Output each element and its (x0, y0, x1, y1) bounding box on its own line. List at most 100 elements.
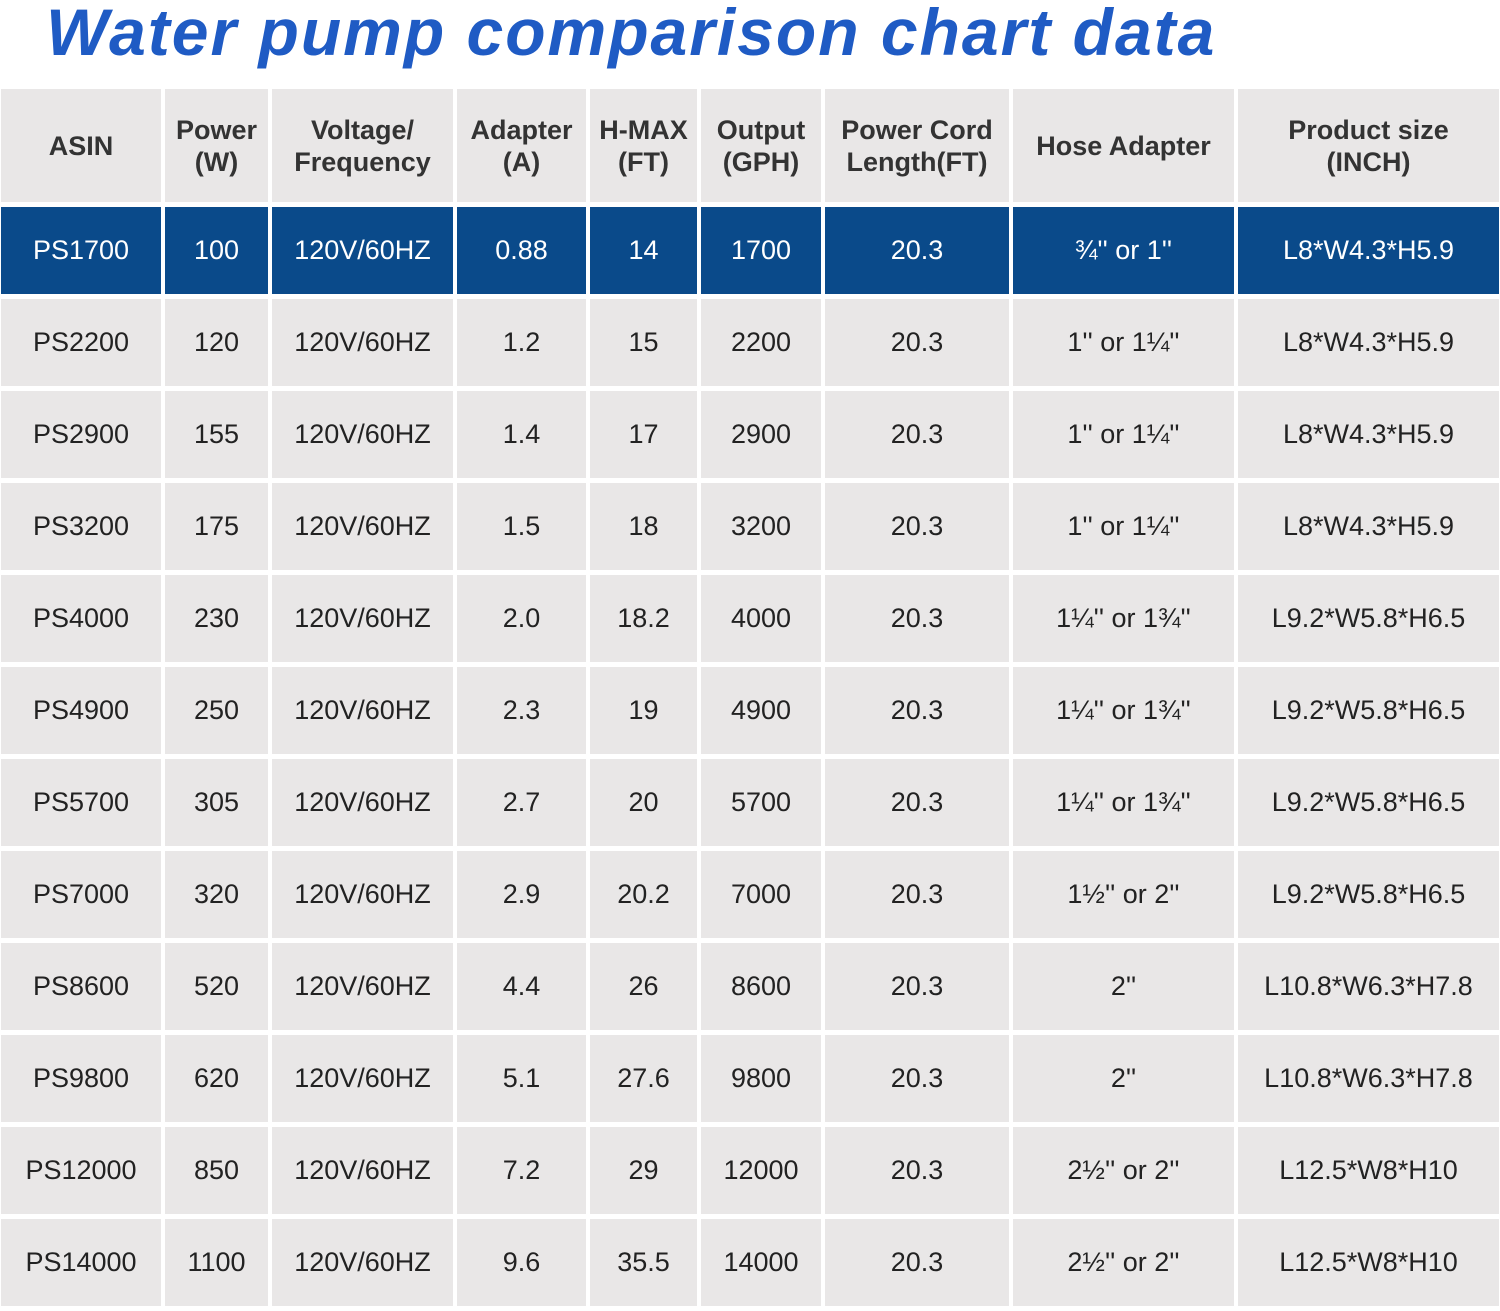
table-cell: 9.6 (457, 1219, 586, 1306)
table-cell: L12.5*W8*H10 (1238, 1219, 1499, 1306)
table-cell: 17 (590, 391, 697, 478)
table-cell: L8*W4.3*H5.9 (1238, 207, 1499, 294)
header-cell: Voltage/ Frequency (272, 89, 453, 202)
table-cell: 3200 (701, 483, 821, 570)
table-cell: 250 (165, 667, 268, 754)
table-cell: 1.5 (457, 483, 586, 570)
table-cell: PS12000 (1, 1127, 161, 1214)
table-cell: 120V/60HZ (272, 1127, 453, 1214)
table-cell: 20.3 (825, 759, 1009, 846)
table-cell: 120V/60HZ (272, 299, 453, 386)
table-cell: 2.7 (457, 759, 586, 846)
table-cell: 230 (165, 575, 268, 662)
table-cell: L9.2*W5.8*H6.5 (1238, 667, 1499, 754)
table-cell: 29 (590, 1127, 697, 1214)
table-cell: PS14000 (1, 1219, 161, 1306)
table-cell: 2.3 (457, 667, 586, 754)
header-cell: Power (W) (165, 89, 268, 202)
table-cell: L10.8*W6.3*H7.8 (1238, 943, 1499, 1030)
table-cell: PS8600 (1, 943, 161, 1030)
table-cell: 2'' (1013, 943, 1234, 1030)
table-cell: 20.3 (825, 483, 1009, 570)
table-cell: 4.4 (457, 943, 586, 1030)
header-cell: Hose Adapter (1013, 89, 1234, 202)
table-cell: 1.2 (457, 299, 586, 386)
table-cell: 7.2 (457, 1127, 586, 1214)
table-cell: 14 (590, 207, 697, 294)
table-cell: 1¼'' or 1¾'' (1013, 759, 1234, 846)
table-cell: 20.3 (825, 207, 1009, 294)
table-cell: 120V/60HZ (272, 1219, 453, 1306)
table-cell: 120V/60HZ (272, 391, 453, 478)
table-cell: 20 (590, 759, 697, 846)
table-cell: 120V/60HZ (272, 1035, 453, 1122)
table-cell: 1¼'' or 1¾'' (1013, 667, 1234, 754)
table-cell: 18.2 (590, 575, 697, 662)
table-cell: 155 (165, 391, 268, 478)
header-cell: ASIN (1, 89, 161, 202)
table-cell: L8*W4.3*H5.9 (1238, 483, 1499, 570)
table-cell: 35.5 (590, 1219, 697, 1306)
table-cell: L10.8*W6.3*H7.8 (1238, 1035, 1499, 1122)
table-cell: 2200 (701, 299, 821, 386)
table-cell: L9.2*W5.8*H6.5 (1238, 575, 1499, 662)
table-cell: 19 (590, 667, 697, 754)
table-cell: 15 (590, 299, 697, 386)
table-cell: 2½'' or 2'' (1013, 1219, 1234, 1306)
table-cell: PS3200 (1, 483, 161, 570)
table-cell: 5700 (701, 759, 821, 846)
table-cell: 20.3 (825, 943, 1009, 1030)
table-cell: 8600 (701, 943, 821, 1030)
header-cell: H-MAX (FT) (590, 89, 697, 202)
table-cell: 120V/60HZ (272, 759, 453, 846)
table-cell: ¾'' or 1'' (1013, 207, 1234, 294)
table-cell: 1'' or 1¼'' (1013, 483, 1234, 570)
table-cell: 1'' or 1¼'' (1013, 391, 1234, 478)
table-cell: 20.3 (825, 667, 1009, 754)
table-cell: 20.3 (825, 575, 1009, 662)
title: Water pump comparison chart data (46, 0, 1217, 69)
table-cell: 5.1 (457, 1035, 586, 1122)
table-cell: 850 (165, 1127, 268, 1214)
table-cell: 120V/60HZ (272, 943, 453, 1030)
table-cell: L9.2*W5.8*H6.5 (1238, 759, 1499, 846)
table-cell: 2.0 (457, 575, 586, 662)
comparison-table: ASIN Power (W) Voltage/ Frequency Adapter (… (1, 89, 1499, 1306)
table-cell: 20.3 (825, 391, 1009, 478)
header-cell: Power Cord Length(FT) (825, 89, 1009, 202)
table-cell: 120V/60HZ (272, 575, 453, 662)
table-cell: 7000 (701, 851, 821, 938)
table-cell: 4900 (701, 667, 821, 754)
table-cell: 2900 (701, 391, 821, 478)
table-cell: 20.3 (825, 851, 1009, 938)
table-cell: PS4000 (1, 575, 161, 662)
table-cell: PS5700 (1, 759, 161, 846)
table-cell: L9.2*W5.8*H6.5 (1238, 851, 1499, 938)
table-cell: 0.88 (457, 207, 586, 294)
table-cell: 20.2 (590, 851, 697, 938)
table-cell: 320 (165, 851, 268, 938)
table-cell: 2.9 (457, 851, 586, 938)
table-cell: L8*W4.3*H5.9 (1238, 391, 1499, 478)
table-cell: PS2900 (1, 391, 161, 478)
table-cell: PS2200 (1, 299, 161, 386)
table-cell: 20.3 (825, 1035, 1009, 1122)
table-cell: PS7000 (1, 851, 161, 938)
table-cell: 26 (590, 943, 697, 1030)
table-cell: 1¼'' or 1¾'' (1013, 575, 1234, 662)
table-cell: L8*W4.3*H5.9 (1238, 299, 1499, 386)
table-cell: 305 (165, 759, 268, 846)
table-cell: 2½'' or 2'' (1013, 1127, 1234, 1214)
table-cell: 175 (165, 483, 268, 570)
header-cell: Output (GPH) (701, 89, 821, 202)
table-cell: PS9800 (1, 1035, 161, 1122)
table-cell: 18 (590, 483, 697, 570)
table-cell: 27.6 (590, 1035, 697, 1122)
table-cell: L12.5*W8*H10 (1238, 1127, 1499, 1214)
table-cell: 120V/60HZ (272, 667, 453, 754)
table-cell: 9800 (701, 1035, 821, 1122)
table-cell: 120 (165, 299, 268, 386)
header-cell: Adapter (A) (457, 89, 586, 202)
table-cell: 14000 (701, 1219, 821, 1306)
